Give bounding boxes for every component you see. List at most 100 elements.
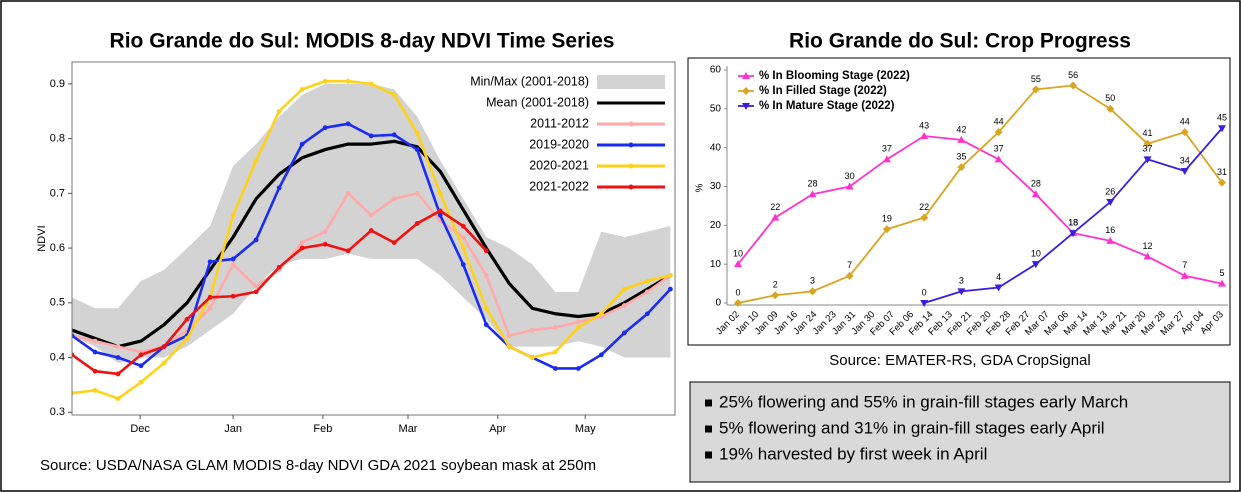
y-tick-label: 30 (710, 181, 722, 192)
bullet (705, 399, 712, 407)
data-label: 16 (1105, 225, 1115, 235)
right-source: Source: EMATER-RS, GDA CropSignal (829, 352, 1090, 369)
series-point (138, 363, 144, 369)
data-label: 22 (919, 202, 929, 212)
legend-swatch (597, 75, 665, 89)
data-label: 44 (994, 117, 1004, 127)
series-point (72, 333, 75, 339)
series-point (345, 248, 351, 254)
data-label: 31 (1217, 167, 1227, 177)
series-point (734, 299, 742, 307)
series-point (734, 260, 742, 268)
data-label: 18 (1068, 217, 1078, 227)
data-label: 3 (810, 276, 815, 286)
series-point (184, 335, 190, 341)
legend-marker (742, 72, 750, 79)
x-tick-label: Mar (399, 423, 418, 435)
series-point (920, 213, 929, 222)
series-point (115, 371, 121, 377)
data-label: 43 (919, 120, 929, 130)
series-point (1180, 167, 1189, 175)
series-point (1031, 85, 1040, 94)
series-point (882, 225, 891, 234)
data-label: 19 (882, 214, 892, 224)
legend-label: 2019-2020 (529, 137, 589, 151)
series-point (391, 132, 397, 138)
series-point (414, 147, 420, 152)
series-point (1106, 104, 1115, 113)
series-point (322, 229, 328, 235)
x-tick-label: Jan (224, 423, 242, 435)
y-tick-label: 0.5 (50, 297, 65, 309)
left-source: Source: USDA/NASA GLAM MODIS 8-day NDVI … (40, 457, 596, 474)
bullet (705, 451, 712, 459)
series-point (184, 316, 190, 322)
legend-label: 2021-2022 (529, 179, 589, 193)
series-point (460, 234, 466, 240)
data-label: 0 (922, 287, 927, 297)
y-tick-label: 0.4 (50, 351, 65, 363)
series-point (253, 289, 259, 295)
series-point (598, 311, 604, 317)
data-label: 28 (1031, 179, 1041, 189)
series-point (391, 240, 397, 246)
series-point (1143, 156, 1152, 164)
legend-label: 2011-2012 (530, 116, 589, 130)
series-point (92, 338, 98, 344)
series-point (368, 133, 374, 139)
data-label: 41 (1143, 128, 1153, 138)
series-point (230, 293, 236, 299)
notes-box (689, 381, 1231, 483)
series-point (845, 182, 854, 190)
series-point (115, 355, 121, 360)
series-point (552, 325, 558, 330)
series-point (414, 221, 420, 226)
series-point (621, 303, 627, 308)
data-label: 35 (956, 151, 966, 161)
right-title: Rio Grande do Sul: Crop Progress (789, 30, 1131, 53)
series-point (1031, 190, 1040, 198)
y-axis-label: % (695, 183, 706, 192)
data-label: 4 (996, 272, 1001, 282)
data-label: 37 (994, 144, 1004, 154)
series-point (575, 325, 581, 330)
y-tick-label: 60 (710, 65, 722, 76)
y-tick-label: 0.8 (50, 133, 65, 145)
series-point (460, 223, 466, 229)
data-label: 5 (1219, 268, 1224, 278)
series-point (276, 185, 282, 191)
minmax-band (72, 83, 671, 364)
series-point (161, 344, 167, 349)
legend-label: Min/Max (2001-2018) (470, 74, 589, 88)
series-line (72, 139, 672, 349)
y-tick-label: 20 (710, 220, 722, 231)
data-label: 12 (1143, 241, 1153, 251)
series-point (276, 108, 282, 114)
series-point (460, 245, 466, 251)
series-point (920, 132, 929, 140)
y-tick-label: 0.9 (50, 78, 65, 90)
series-point (644, 311, 650, 317)
series-point (72, 352, 75, 358)
series-point (138, 352, 144, 358)
series-point (1143, 139, 1152, 148)
y-tick-label: 0.3 (50, 406, 65, 418)
note: 5% flowering and 31% in grain-fill stage… (719, 418, 1105, 437)
data-label: 2 (773, 280, 778, 290)
series-line (737, 84, 1223, 304)
data-label: 37 (882, 144, 892, 154)
series-point (207, 305, 213, 311)
series-point (957, 163, 966, 172)
series-point (322, 125, 328, 131)
series-point (1180, 128, 1189, 137)
data-label: 0 (735, 287, 740, 297)
series-point (483, 322, 489, 328)
y-tick-label: 10 (710, 259, 722, 270)
legend-marker (628, 184, 634, 190)
series-point (207, 294, 213, 300)
series-point (368, 212, 374, 218)
legend-marker (742, 87, 750, 95)
y-tick-label: 50 (710, 103, 722, 114)
series-point (882, 155, 891, 163)
